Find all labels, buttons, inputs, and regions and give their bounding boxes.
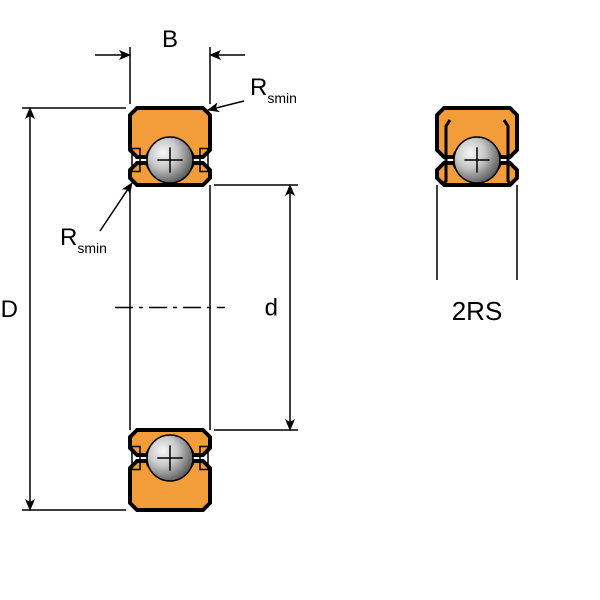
dim-label-d: d bbox=[265, 295, 278, 322]
dim-label-D: D bbox=[1, 296, 18, 323]
bearing-technical-drawing: B Dd Rsmin Rsmin 2RS bbox=[0, 0, 600, 600]
main-cross-section bbox=[115, 108, 225, 510]
dim-label-B: B bbox=[162, 26, 178, 53]
dim-label-Rsmin-upper: Rsmin bbox=[250, 74, 297, 106]
dim-label-Rsmin-lower: Rsmin bbox=[60, 224, 107, 256]
dimension-annotations: B Dd Rsmin Rsmin 2RS bbox=[1, 26, 503, 510]
sealed-variant-view bbox=[437, 108, 517, 280]
variant-label: 2RS bbox=[452, 296, 503, 326]
